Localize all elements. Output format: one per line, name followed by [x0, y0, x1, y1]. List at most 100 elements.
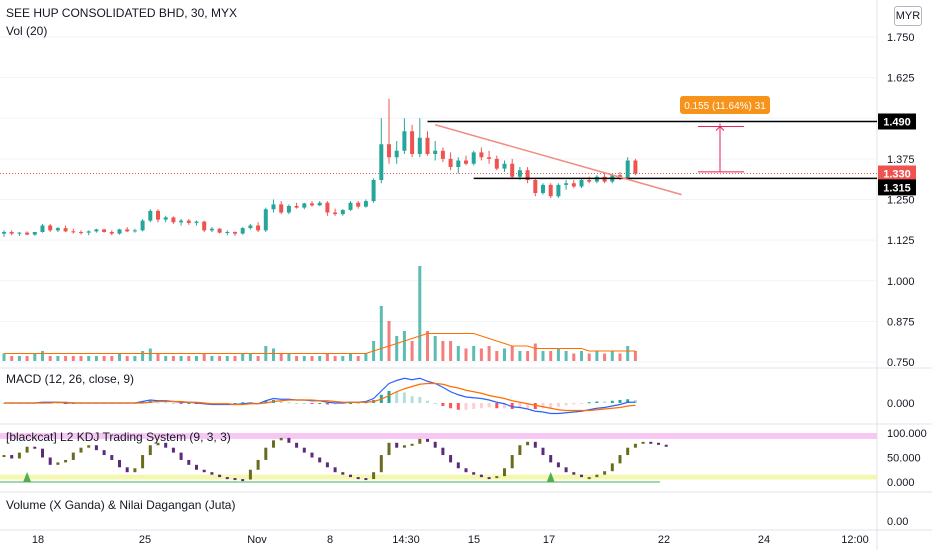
- macd-histogram-bar: [595, 401, 599, 403]
- kdj-bar: [48, 457, 52, 465]
- macd-tick-label: 0.000: [887, 398, 915, 410]
- volume-bar: [395, 336, 399, 361]
- oversold-band: [0, 474, 877, 480]
- volume-bar: [87, 356, 91, 361]
- volume-bar: [349, 353, 352, 361]
- price-tick-label: 1.000: [887, 276, 915, 288]
- kdj-bar: [125, 467, 129, 473]
- kdj-bar: [33, 446, 37, 449]
- volume-ma-line: [4, 333, 636, 354]
- volume-bar: [387, 321, 391, 361]
- kdj-bar: [325, 462, 329, 468]
- volume-bar: [449, 341, 453, 361]
- candle-body: [502, 163, 507, 169]
- measure-label: 0.155 (11.64%) 31: [684, 101, 766, 112]
- kdj-bar: [87, 445, 91, 448]
- kdj-bar: [418, 438, 422, 444]
- macd-legend[interactable]: MACD (12, 26, close, 9): [6, 372, 135, 386]
- candle-body: [425, 137, 430, 154]
- volume-bar: [549, 351, 553, 361]
- macd-histogram-bar: [495, 403, 499, 409]
- kdj-bar: [356, 477, 360, 480]
- time-tick-label: 8: [327, 534, 333, 546]
- volume-bar: [533, 343, 537, 361]
- volume-bar: [433, 336, 437, 361]
- price-axis-label-bg: [878, 165, 916, 182]
- volume-bar: [287, 353, 291, 361]
- kdj-bar: [225, 477, 229, 480]
- kdj-legend[interactable]: [blackcat] L2 KDJ Trading System (9, 3, …: [6, 430, 231, 444]
- kdj-bar: [441, 447, 445, 456]
- volume-legend[interactable]: Vol (20): [6, 24, 48, 38]
- candle-body: [79, 232, 83, 233]
- kdj-bar: [94, 445, 98, 451]
- volume-bar: [426, 331, 429, 361]
- volume-bar: [333, 356, 337, 361]
- macd-histogram-bar: [187, 403, 191, 404]
- volume-bar: [472, 346, 476, 361]
- macd-histogram-bar: [626, 399, 630, 403]
- macd-histogram-bar: [171, 403, 175, 404]
- candle-body: [125, 229, 130, 232]
- candle-body: [363, 201, 368, 207]
- buy-signal-marker: [546, 472, 555, 482]
- macd-histogram-bar: [356, 403, 360, 404]
- macd-histogram-bar: [156, 402, 160, 404]
- macd-histogram-bar: [233, 403, 237, 404]
- kdj-bar: [626, 447, 630, 456]
- kdj-bar: [479, 474, 483, 478]
- kdj-bar: [541, 447, 545, 456]
- volume-bar: [310, 356, 314, 361]
- candle-body: [387, 144, 391, 158]
- kdj-bar: [210, 472, 214, 475]
- kdj-bar: [102, 450, 106, 456]
- kdj-bar: [664, 444, 668, 447]
- kdj-bar: [526, 441, 530, 446]
- kdj-bar: [379, 455, 383, 473]
- kdj-bar: [572, 472, 576, 475]
- candle-body: [579, 180, 584, 187]
- volume-bar: [2, 353, 6, 361]
- currency-button[interactable]: MYR: [894, 6, 922, 26]
- kdj-bar: [241, 479, 245, 482]
- kdj-bar: [264, 447, 268, 460]
- volume-bar: [256, 356, 260, 361]
- candle-body: [479, 152, 484, 158]
- macd-histogram-bar: [541, 403, 545, 409]
- macd-histogram-bar: [441, 403, 445, 406]
- volume-bar: [441, 341, 445, 361]
- candle-body: [602, 176, 607, 182]
- kdj-bar: [395, 442, 399, 448]
- candle-body: [102, 229, 107, 232]
- macd-histogram-bar: [603, 401, 607, 403]
- volume2-legend[interactable]: Volume (X Ganda) & Nilai Dagangan (Juta): [6, 498, 236, 512]
- macd-histogram-bar: [610, 400, 614, 403]
- volume-bar: [10, 356, 14, 361]
- kdj-bar: [110, 455, 114, 460]
- volume-bar: [364, 353, 368, 361]
- candle-body: [417, 137, 422, 154]
- price-tick-label: 1.375: [887, 154, 915, 166]
- macd-histogram-bar: [464, 403, 468, 410]
- volume-bar: [48, 356, 52, 361]
- candle-body: [448, 158, 453, 167]
- volume-bar: [379, 306, 383, 361]
- kdj-bar: [349, 474, 352, 478]
- volume-bar: [33, 353, 37, 361]
- kdj-bar: [179, 452, 183, 460]
- volume-bar: [580, 351, 583, 361]
- symbol-title[interactable]: SEE HUP CONSOLIDATED BHD, 30, MYX: [6, 6, 237, 20]
- volume-bar: [279, 353, 283, 361]
- volume-bar: [302, 356, 306, 361]
- kdj-bar: [187, 459, 191, 465]
- volume-bar: [325, 353, 329, 361]
- macd-histogram-bar: [279, 401, 283, 403]
- time-tick-label: 25: [139, 534, 151, 546]
- volume-bar: [610, 351, 614, 361]
- overbought-band: [0, 433, 877, 439]
- candle-body: [487, 157, 492, 159]
- candle-body: [217, 228, 222, 233]
- candle-body: [571, 183, 576, 187]
